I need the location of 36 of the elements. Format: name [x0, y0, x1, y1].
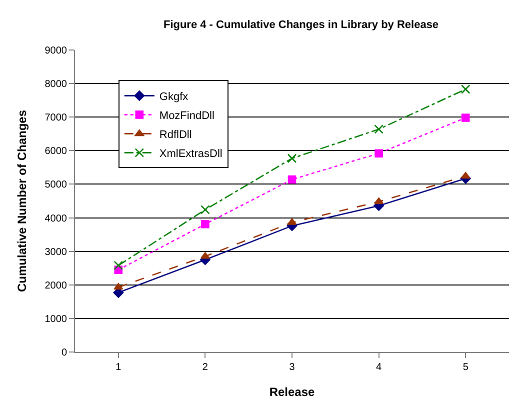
point [460, 84, 470, 94]
x-tick-label: 2 [202, 362, 208, 373]
point [200, 205, 210, 214]
legend-label: RdflDll [159, 128, 192, 141]
legend-label: Gkgfx [159, 90, 189, 103]
y-tick-label: 2000 [44, 280, 68, 292]
y-tick-label: 0 [61, 348, 68, 358]
y-tick-label: 6000 [44, 146, 68, 158]
point [374, 124, 384, 134]
y-tick-label: 7000 [44, 112, 68, 124]
x-tick-label: 1 [116, 362, 122, 373]
x-tick-label: 4 [376, 362, 382, 373]
y-tick-label: 3000 [44, 246, 68, 258]
point [200, 252, 210, 259]
point [288, 175, 296, 184]
point [114, 260, 124, 270]
x-tick-label: 3 [289, 362, 296, 373]
legend-label: XmlExtrasDll [159, 148, 222, 160]
y-tick-label: 8000 [44, 79, 68, 90]
y-tick-label: 1000 [44, 314, 68, 325]
point [287, 154, 297, 164]
point [201, 220, 210, 228]
chart-title: Figure 4 - Cumulative Changes in Library by Release [163, 19, 439, 31]
point [461, 114, 470, 122]
y-axis-title: Cumulative Number of Changes [15, 110, 30, 292]
legend-label: MozFindDll [159, 110, 214, 122]
x-axis-title: Release [269, 384, 316, 399]
point [460, 172, 470, 179]
point [374, 198, 384, 204]
y-tick-label: 4000 [44, 213, 68, 224]
x-tick-label: 5 [462, 362, 469, 373]
point [374, 149, 383, 158]
y-tick-label: 5000 [44, 180, 68, 191]
point [114, 283, 124, 290]
point [287, 218, 297, 225]
y-tick-label: 9000 [44, 46, 68, 56]
